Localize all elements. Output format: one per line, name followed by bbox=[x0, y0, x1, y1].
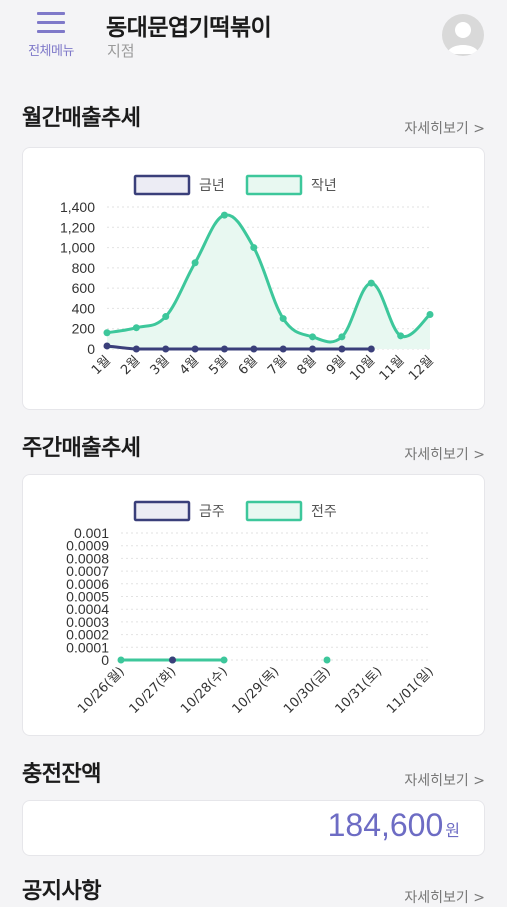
series-1-point bbox=[279, 315, 287, 323]
y-tick-label: 0.0005 bbox=[66, 589, 109, 605]
balance-title: 충전잔액 bbox=[22, 762, 101, 787]
y-tick-label: 0.0004 bbox=[66, 601, 109, 617]
x-tick-label: 10/31(토) bbox=[333, 664, 386, 717]
y-tick-label: 0.0009 bbox=[66, 538, 109, 554]
series-0-point bbox=[220, 345, 228, 353]
y-tick-label: 1,400 bbox=[60, 199, 95, 215]
user-icon bbox=[447, 22, 479, 54]
series-0-point bbox=[367, 345, 375, 353]
series-1-point bbox=[323, 656, 331, 664]
store-name: 동대문엽기떡볶이 bbox=[106, 15, 272, 41]
monthly-title: 월간매출추세 bbox=[22, 106, 141, 131]
x-tick-label: 7월 bbox=[265, 353, 290, 378]
x-tick-label: 10월 bbox=[347, 353, 378, 384]
legend-swatch-1 bbox=[245, 500, 303, 522]
x-tick-label: 5월 bbox=[206, 353, 231, 378]
x-tick-label: 2월 bbox=[118, 353, 143, 378]
balance-card[interactable]: 184,600 원 bbox=[22, 800, 485, 856]
series-1-point bbox=[397, 332, 405, 340]
balance-amount: 184,600 원 bbox=[328, 807, 460, 844]
weekly-chart-card: 금주 전주 0 0.0001 0.0002 0.0003 0.0004 0.0005 0.000… bbox=[22, 474, 485, 736]
y-tick-label: 0.0003 bbox=[66, 614, 109, 630]
series-0-point bbox=[250, 345, 258, 353]
y-tick-label: 600 bbox=[72, 280, 96, 296]
x-tick-label: 10/28(수) bbox=[178, 664, 231, 717]
weekly-chart: 금주 전주00.00010.00020.00030.00040.00050.000… bbox=[66, 500, 437, 717]
balance-number: 184,600 bbox=[327, 807, 444, 843]
x-tick-label: 12월 bbox=[406, 353, 437, 384]
x-tick-label: 11/01(일) bbox=[384, 664, 437, 717]
legend-swatch-0 bbox=[133, 174, 191, 196]
series-0-point bbox=[338, 345, 346, 353]
x-tick-label: 3월 bbox=[148, 353, 173, 378]
series-area-1 bbox=[107, 214, 430, 349]
x-tick-label: 11월 bbox=[377, 353, 408, 384]
weekly-more-link[interactable]: 자세히보기 > bbox=[404, 447, 485, 463]
series-0-point bbox=[279, 345, 287, 353]
series-0-point bbox=[191, 345, 199, 353]
monthly-chart-card: 금년 작년 0 200 400 600 800 1,000 1,200 1,400 1월 2월 3월 4월… bbox=[22, 147, 485, 410]
y-tick-label: 200 bbox=[72, 321, 96, 337]
series-0-point bbox=[169, 656, 176, 664]
legend-label-0: 금주 bbox=[199, 504, 225, 520]
app-header: 전체메뉴 동대문엽기떡볶이 지점 bbox=[0, 0, 507, 70]
series-1-point bbox=[426, 311, 434, 319]
series-line-0 bbox=[106, 344, 372, 351]
series-1-point bbox=[220, 211, 228, 219]
series-1-point bbox=[103, 329, 111, 337]
y-tick-label: 800 bbox=[72, 260, 96, 276]
y-tick-label: 0 bbox=[87, 341, 95, 357]
store-branch: 지점 bbox=[107, 42, 135, 60]
legend-label-1: 작년 bbox=[311, 178, 337, 194]
y-tick-label: 1,000 bbox=[60, 240, 95, 256]
series-1-point bbox=[162, 313, 170, 321]
weekly-title: 주간매출추세 bbox=[22, 436, 141, 461]
series-1-point bbox=[132, 324, 140, 332]
y-tick-label: 0.001 bbox=[74, 525, 109, 541]
series-0-point bbox=[132, 345, 140, 353]
y-tick-label: 0 bbox=[101, 652, 109, 668]
y-tick-label: 400 bbox=[72, 300, 96, 316]
balance-unit: 원 bbox=[445, 821, 460, 840]
series-1-point bbox=[191, 259, 199, 267]
avatar[interactable] bbox=[442, 14, 484, 56]
menu-button[interactable]: 전체메뉴 bbox=[18, 10, 84, 62]
monthly-more-link[interactable]: 자세히보기 > bbox=[404, 121, 485, 137]
hamburger-icon bbox=[37, 12, 65, 34]
x-tick-label: 10/26(월) bbox=[75, 664, 128, 717]
balance-more-link[interactable]: 자세히보기 > bbox=[404, 773, 485, 789]
y-tick-label: 0.0008 bbox=[66, 550, 109, 566]
series-1-point bbox=[117, 656, 125, 664]
menu-label: 전체메뉴 bbox=[28, 44, 74, 59]
notice-title: 공지사항 bbox=[22, 879, 101, 904]
x-tick-label: 10/30(금) bbox=[281, 664, 334, 717]
x-tick-label: 4월 bbox=[177, 353, 202, 378]
x-tick-label: 6월 bbox=[236, 353, 261, 378]
y-tick-label: 0.0001 bbox=[66, 639, 109, 655]
series-0-point bbox=[103, 342, 111, 350]
legend-swatch-0 bbox=[133, 500, 191, 522]
y-tick-label: 0.0006 bbox=[66, 576, 109, 592]
y-tick-label: 1,200 bbox=[60, 219, 95, 235]
series-0-point bbox=[162, 345, 170, 353]
legend-label-1: 전주 bbox=[311, 504, 337, 520]
series-1-point bbox=[338, 333, 346, 341]
series-1-point bbox=[250, 244, 258, 252]
legend-swatch-1 bbox=[245, 174, 303, 196]
series-1-point bbox=[309, 333, 317, 341]
y-tick-label: 0.0002 bbox=[66, 627, 109, 643]
y-tick-label: 0.0007 bbox=[66, 563, 109, 579]
x-tick-label: 10/29(목) bbox=[230, 664, 283, 717]
x-tick-label: 8월 bbox=[294, 353, 319, 378]
series-1-point bbox=[220, 656, 228, 664]
series-0-point bbox=[309, 345, 317, 353]
x-tick-label: 10/27(화) bbox=[127, 664, 180, 717]
series-1-point bbox=[367, 279, 375, 287]
legend-label-0: 금년 bbox=[199, 178, 225, 194]
notice-more-link[interactable]: 자세히보기 > bbox=[404, 890, 485, 906]
x-tick-label: 9월 bbox=[324, 353, 349, 378]
